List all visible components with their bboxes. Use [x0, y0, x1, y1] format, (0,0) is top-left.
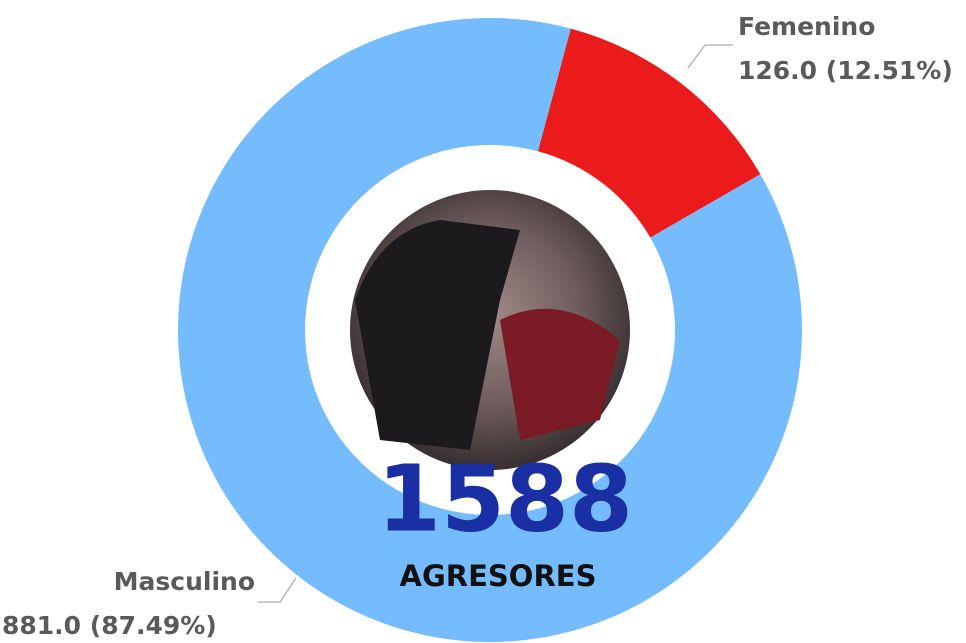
- slice-label: Masculino: [114, 567, 255, 596]
- slice-label: Femenino: [738, 12, 875, 41]
- photo-figure: [355, 220, 520, 450]
- center-value: 1588: [377, 445, 633, 552]
- leader-line: [258, 577, 297, 603]
- donut-slice: [178, 17, 803, 642]
- leader-line: [687, 44, 733, 69]
- slice-value-label: 881.0 (87.49%): [2, 611, 217, 640]
- center-label: AGRESORES: [400, 559, 597, 593]
- photo-figure: [500, 308, 620, 440]
- donut-slice: [537, 28, 761, 238]
- slice-value-label: 126.0 (12.51%): [738, 56, 953, 85]
